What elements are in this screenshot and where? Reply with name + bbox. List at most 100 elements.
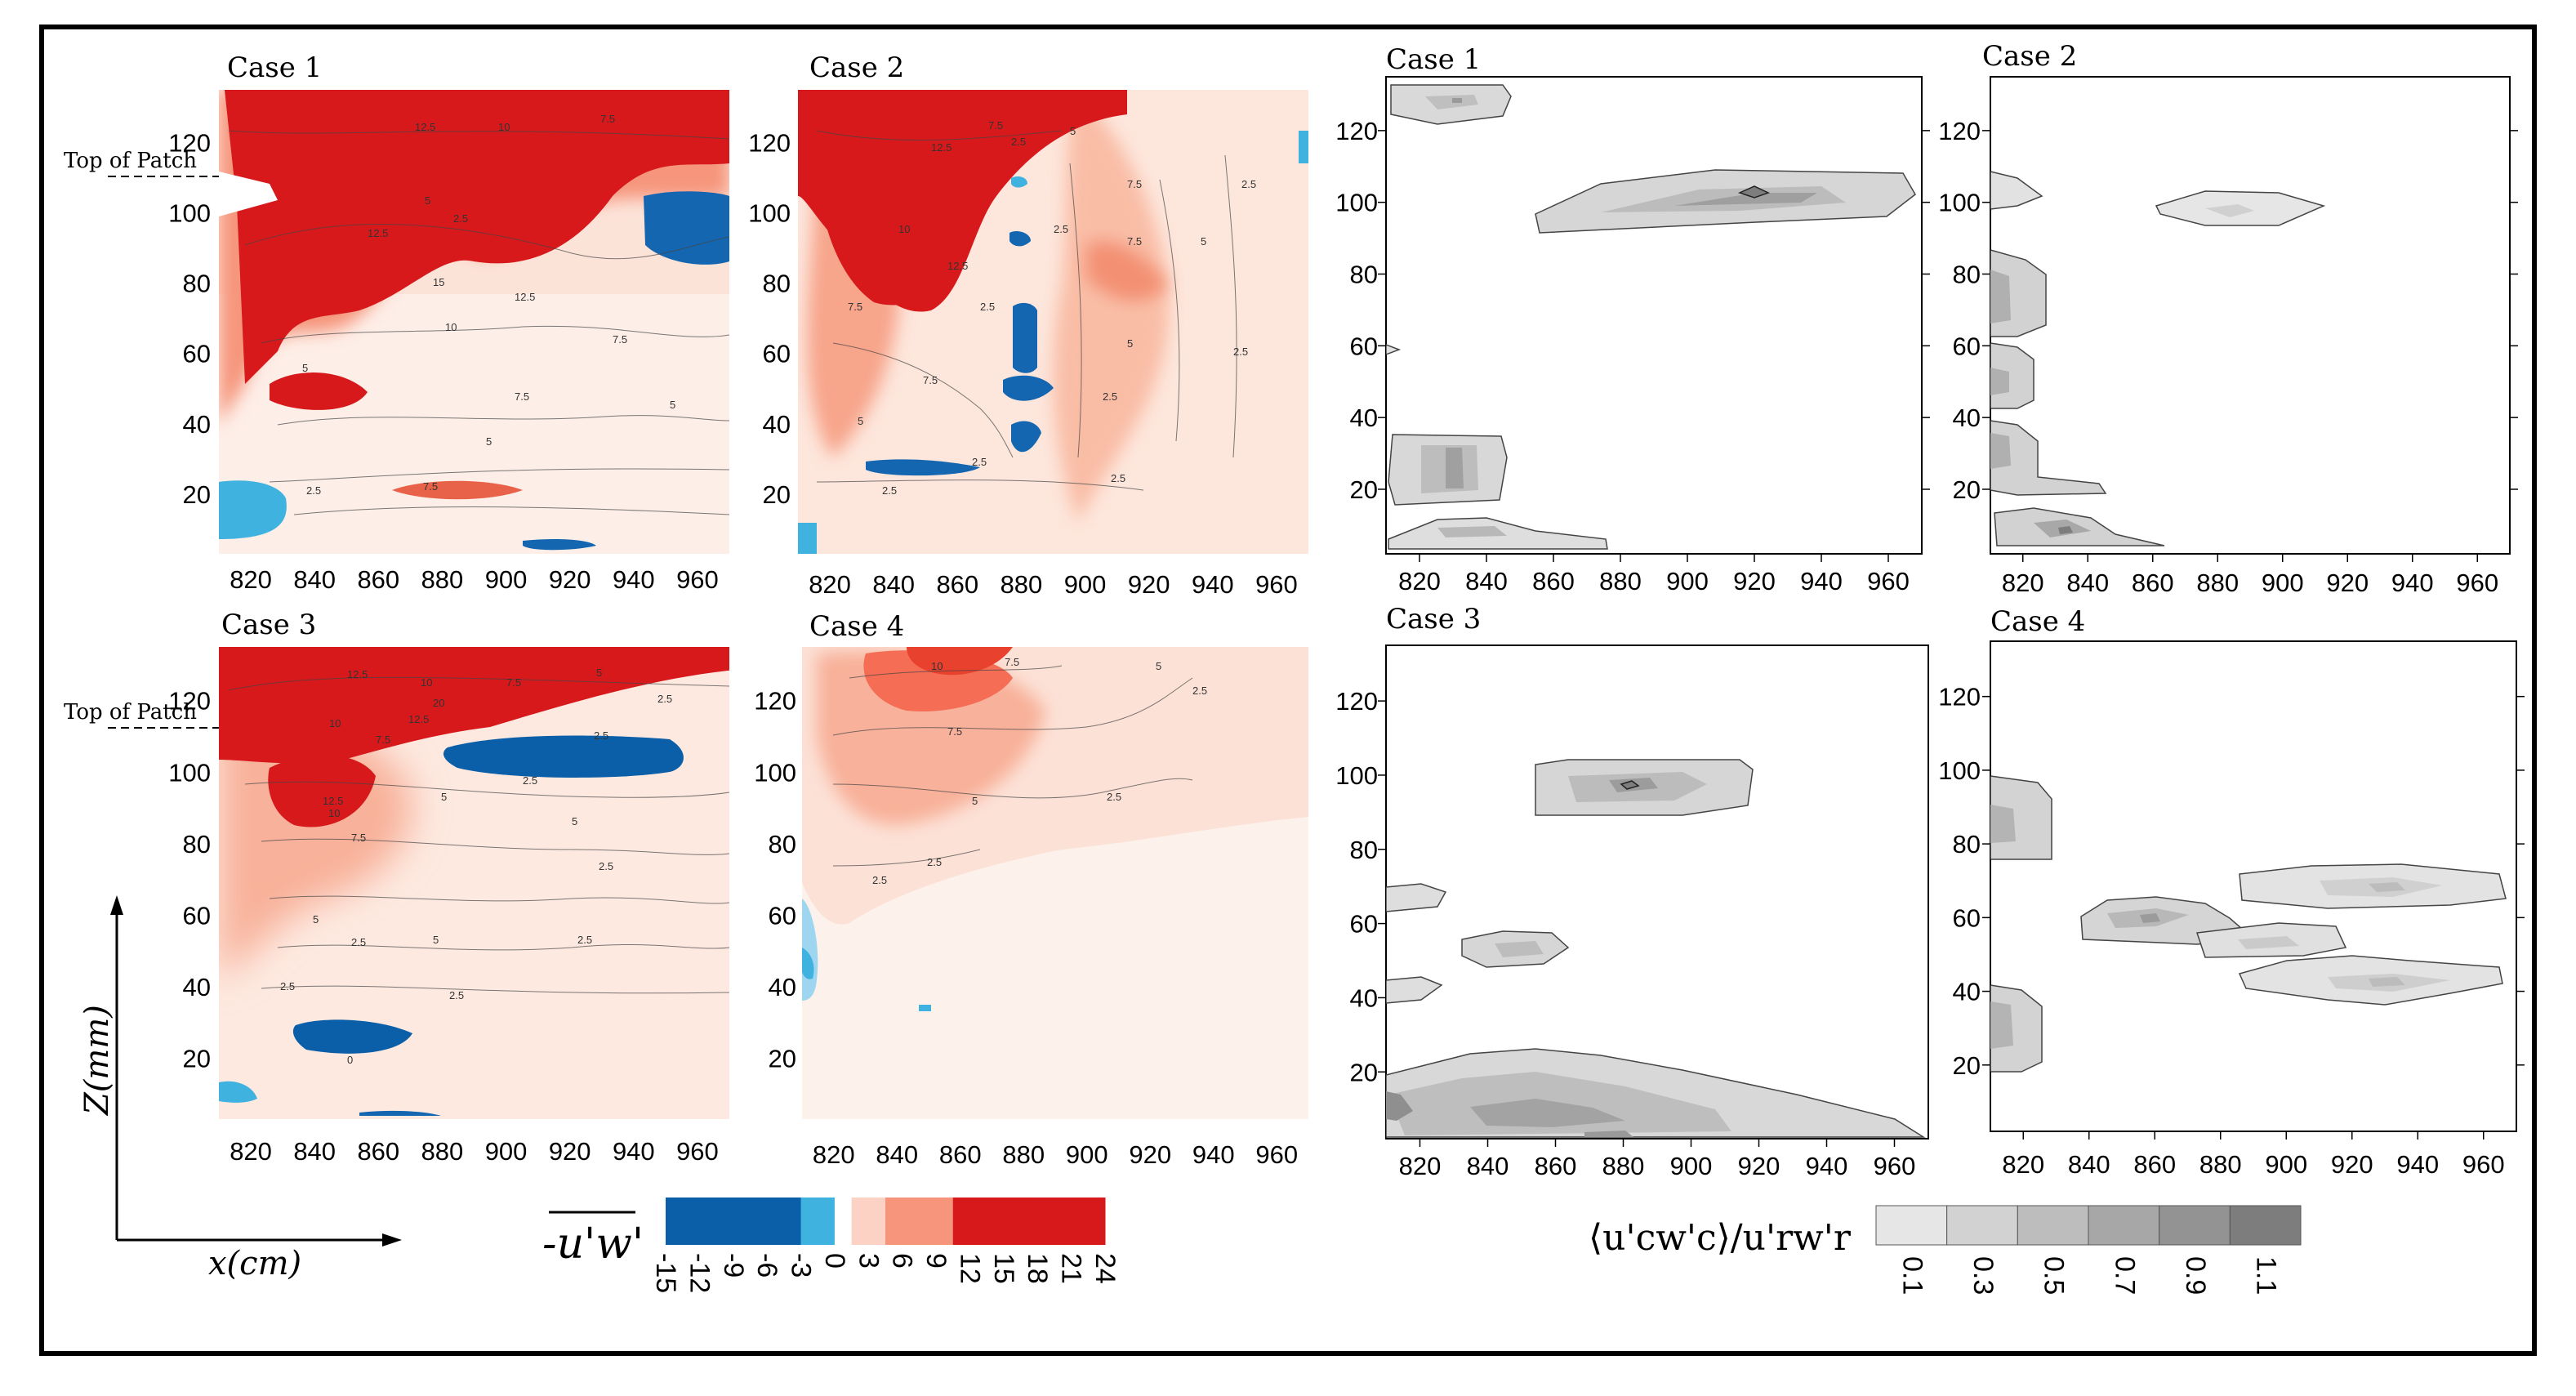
colorbar-ratio-tick: 0.5: [2039, 1256, 2070, 1295]
x-tick-label: 860: [936, 570, 978, 599]
contour-label-a2: 10: [498, 121, 510, 133]
x-tick-label: 820: [809, 570, 851, 599]
x-tick-label: 960: [1255, 1140, 1298, 1169]
contour-label-d6: 5: [972, 795, 978, 807]
x-tick-label: 900: [2262, 569, 2304, 597]
top-of-patch-label-case1: Top of Patch: [64, 149, 197, 173]
x-tick-label: 900: [1066, 1140, 1108, 1169]
y-tick-label: 40: [763, 410, 791, 439]
contour-label-c19: 2.5: [351, 936, 366, 948]
colorbar-ratio-tick: 1.1: [2251, 1256, 2282, 1295]
y-tick-label: 40: [1953, 978, 1981, 1006]
contour-label-c3: 7.5: [506, 676, 521, 689]
colorbar-uw-cell: [1054, 1198, 1072, 1245]
top-of-patch-label-case3: Top of Patch: [64, 700, 197, 725]
contour-label-c5: 2.5: [657, 693, 672, 705]
colorbar-uw-cell: [750, 1198, 768, 1245]
panel-uw-case3: 12.5 10 7.5 5 2.5 20 12.5 10 7.5 12.5 10…: [219, 647, 729, 1119]
x-tick-label: 940: [2396, 1150, 2439, 1179]
contour-label-b1: 7.5: [988, 119, 1003, 132]
x-tick-label: 900: [1670, 1152, 1713, 1180]
contour-label-b17: 2.5: [1103, 390, 1117, 403]
colorbar-ratio-cell: [1875, 1205, 1948, 1246]
x-tick-label: 820: [2002, 569, 2044, 597]
contour-label-b3: 5: [1070, 125, 1076, 137]
colorbar-uw-cell: [919, 1198, 937, 1245]
y-tick-label: 80: [1953, 830, 1981, 859]
contour-label-b12: 7.5: [848, 301, 862, 313]
x-tick-label: 840: [2066, 569, 2109, 597]
x-tick-label: 940: [1192, 570, 1234, 599]
x-tick-label: 900: [1666, 567, 1709, 595]
contour-label-b5: 7.5: [1127, 178, 1142, 190]
contour-label-c8: 10: [329, 717, 341, 729]
axis-arrows: Z(mm) x(cm): [78, 895, 402, 1282]
contour-label-b20: 2.5: [882, 484, 897, 497]
y-tick-label: 100: [1938, 189, 1981, 217]
colorbar-uw-tick: 15: [988, 1253, 1019, 1284]
x-tick-label: 840: [293, 565, 336, 594]
x-tick-label: 920: [549, 1137, 591, 1166]
y-tick-label: 120: [754, 687, 796, 716]
colorbar-uw-cell: [1020, 1198, 1038, 1245]
y-tick-label: 40: [769, 973, 796, 1001]
y-tick-label: 40: [183, 973, 211, 1001]
colorbar-ratio-cell: [2017, 1205, 2089, 1246]
y-tick-label: 40: [183, 410, 211, 439]
x-tick-label: 920: [1733, 567, 1776, 595]
colorbar-uw-cell: [699, 1198, 717, 1245]
x-tick-label: 900: [485, 565, 528, 594]
x-tick-label: 940: [1800, 567, 1843, 595]
contour-label-c14: 2.5: [523, 774, 537, 787]
title-ratio-case1: Case 1: [1386, 43, 1481, 76]
colorbar-uw-cell: [733, 1198, 751, 1245]
contour-label-c6: 20: [433, 697, 444, 709]
colorbar-uw-tick: 3: [853, 1253, 884, 1269]
title-uw-case3: Case 3: [221, 609, 316, 641]
x-tick-label: 880: [2199, 1150, 2242, 1179]
panel-ratio-case1: [1385, 76, 1923, 555]
colorbar-ratio-cell: [1946, 1205, 2018, 1246]
x-tick-label: 880: [1001, 570, 1043, 599]
x-tick-label: 820: [1399, 1152, 1442, 1180]
colorbar-uw-tick: 9: [920, 1253, 952, 1269]
colorbar-uw-cell: [767, 1198, 785, 1245]
panel-uw-case1: 12.5 10 7.5 5 2.5 12.5 15 12.5 10 7.5 5 …: [219, 90, 729, 554]
x-tick-label: 820: [230, 1137, 272, 1166]
contour-label-c4: 5: [596, 667, 602, 679]
contour-label-b8: 7.5: [1127, 235, 1142, 248]
panel-uw-case2: 7.5 2.5 5 12.5 7.5 2.5 2.5 7.5 5 10 12.5…: [798, 90, 1308, 554]
contour-label-c24: 0: [347, 1054, 353, 1066]
x-tick-label: 880: [421, 565, 464, 594]
colorbar-uw-cell: [1003, 1198, 1022, 1245]
y-tick-label: 100: [754, 758, 796, 787]
x-tick-label: 920: [549, 565, 591, 594]
x-tick-label: 920: [1128, 570, 1170, 599]
x-tick-label: 940: [613, 565, 655, 594]
y-tick-label: 60: [1953, 903, 1981, 932]
colorbar-uw-cell: [1037, 1198, 1055, 1245]
contour-label-a13: 5: [486, 435, 492, 448]
contour-label-b9: 5: [1201, 235, 1206, 248]
title-uw-case2: Case 2: [809, 51, 904, 84]
contour-label-b18: 5: [858, 415, 863, 427]
panel-ratio-case3: [1385, 644, 1929, 1140]
x-tick-label: 920: [1738, 1152, 1780, 1180]
y-tick-label: 60: [183, 340, 211, 368]
y-tick-label: 80: [183, 270, 211, 298]
y-tick-label: 60: [763, 340, 791, 368]
y-tick-label: 60: [183, 901, 211, 930]
contour-label-c11: 10: [328, 807, 340, 819]
x-tick-label: 860: [1532, 567, 1575, 595]
colorbar-uw-cell: [851, 1198, 869, 1245]
y-tick-label: 80: [1953, 261, 1981, 289]
colorbar-uw-cell: [666, 1198, 684, 1245]
title-uw-case4: Case 4: [809, 610, 904, 643]
contour-label-a8: 12.5: [515, 291, 535, 303]
y-tick-label: 20: [769, 1045, 796, 1073]
y-tick-label: 20: [1953, 475, 1981, 504]
x-tick-label: 900: [2265, 1150, 2307, 1179]
contour-label-c22: 2.5: [280, 980, 295, 992]
y-tick-label: 120: [748, 129, 791, 158]
contour-label-b16: 7.5: [923, 374, 938, 386]
